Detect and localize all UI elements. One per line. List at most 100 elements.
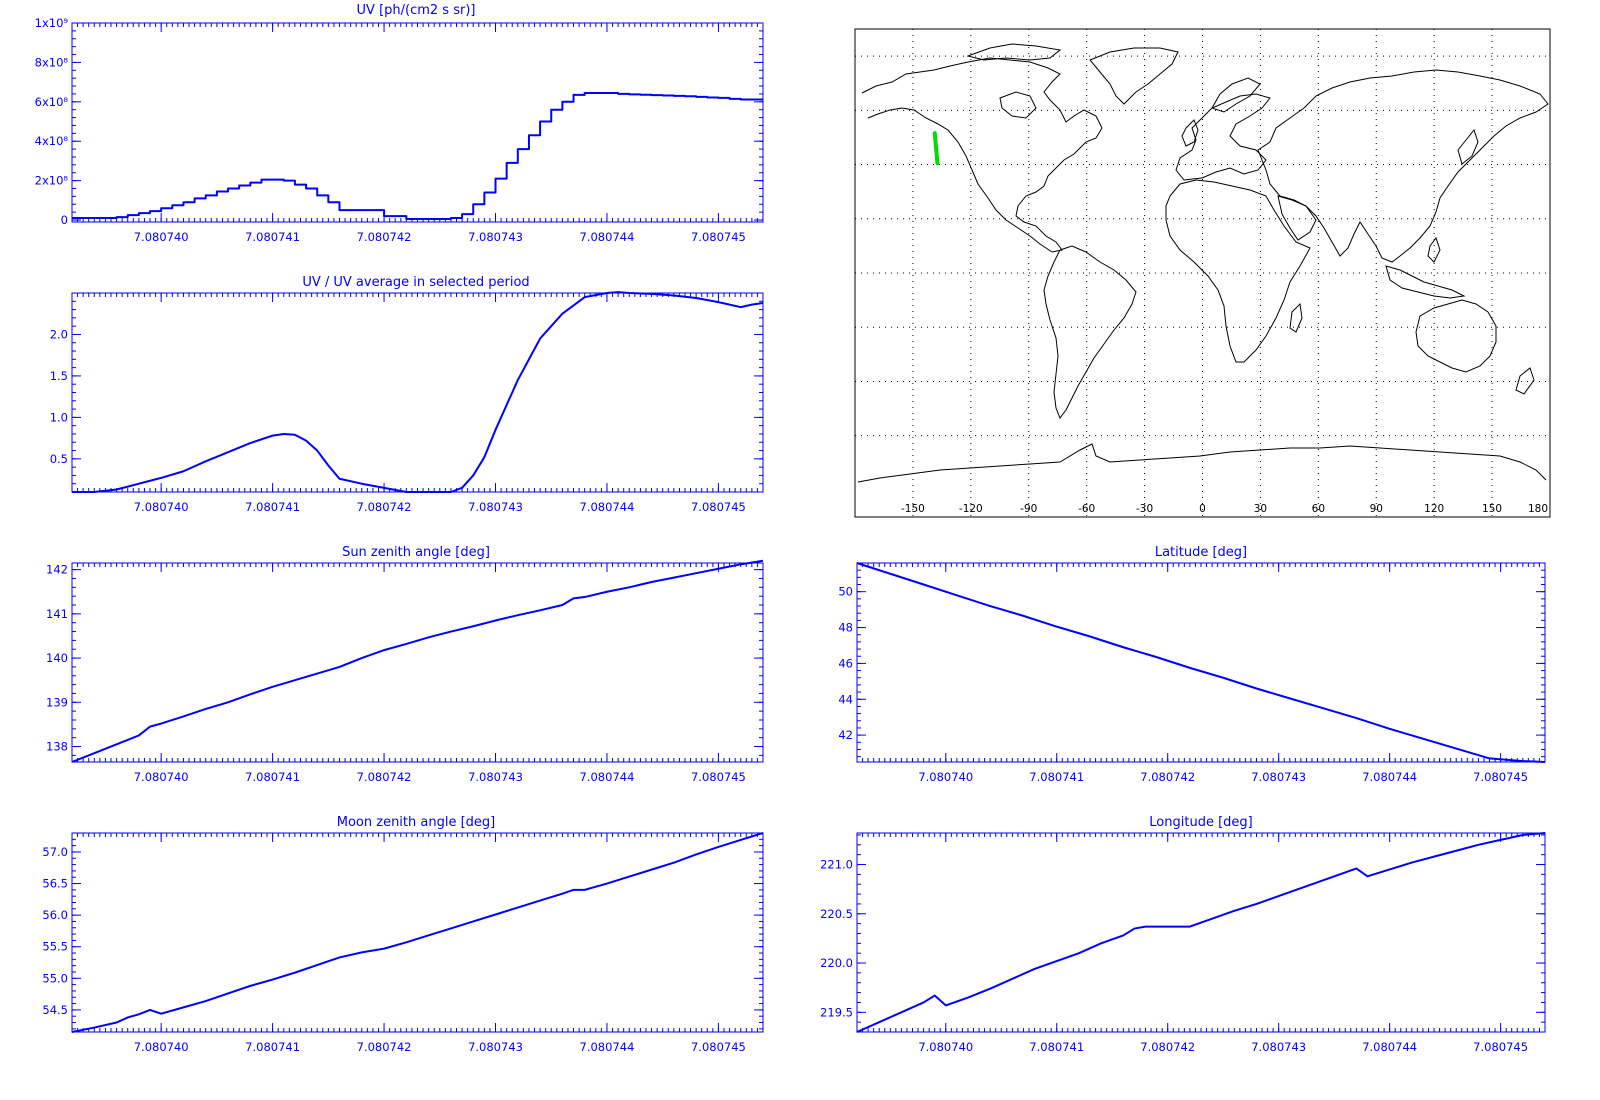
moon_zenith-x-tick-label: 7.080742	[357, 1040, 412, 1054]
uv_ratio-y-tick-label: 1.0	[50, 410, 68, 424]
map-lon-label: 60	[1312, 503, 1325, 515]
uv-y-tick-label: 6x10⁸	[35, 95, 69, 109]
coast-antarctica	[857, 443, 1547, 483]
uv_ratio-axes-box	[71, 292, 764, 493]
sun_zenith-axes-box	[71, 562, 764, 763]
map-lon-label: -90	[1020, 503, 1037, 515]
sun_zenith-x-tick-label: 7.080743	[468, 770, 523, 784]
longitude-x-tick-label: 7.080742	[1140, 1040, 1195, 1054]
latitude-y-tick-label: 50	[838, 585, 853, 599]
latitude-axes-box	[856, 562, 1546, 763]
sun_zenith-x-tick-label: 7.080745	[691, 770, 746, 784]
panel-uv-ratio: UV / UV average in selected period 7.080…	[50, 275, 764, 514]
sun_zenith-x-tick-label: 7.080741	[245, 770, 300, 784]
coast-africa	[1165, 179, 1311, 363]
coast-japan	[1457, 128, 1479, 165]
panel-uv-title: UV [ph/(cm2 s sr)]	[357, 3, 476, 18]
latitude-x-tick-label: 7.080743	[1251, 770, 1306, 784]
coast-arctic-islands	[966, 43, 1062, 61]
moon_zenith-y-tick-label: 55.0	[42, 971, 68, 985]
sun_zenith-y-tick-label: 140	[46, 651, 68, 665]
coast-scandinavia	[1211, 77, 1261, 113]
moon_zenith-y-tick-label: 55.5	[42, 940, 68, 954]
world-map: -150 -120 -90 -60 -30 0 30 60 90 120 150 180	[854, 28, 1551, 518]
uv_ratio-y-tick-label: 0.5	[50, 452, 68, 466]
map-lon-label: 0	[1199, 503, 1206, 515]
moon_zenith-series-line	[71, 832, 764, 1033]
uv-y-tick-label: 8x10⁸	[35, 55, 69, 69]
uv-ratio-plot-area: 7.080740 7.080741 7.080742 7.080743 7.080744…	[50, 291, 764, 514]
map-lon-label: -60	[1078, 503, 1095, 515]
moon_zenith-x-tick-label: 7.080744	[580, 1040, 635, 1054]
map-lon-label: 30	[1254, 503, 1267, 515]
sun_zenith-x-tick-label: 7.080740	[134, 770, 189, 784]
coast-europe	[1175, 93, 1271, 181]
moon_zenith-axes-box	[71, 832, 764, 1033]
panel-sun-zenith: Sun zenith angle [deg] 7.080740 7.080741 7…	[46, 545, 764, 784]
moon_zenith-x-tick-label: 7.080740	[134, 1040, 189, 1054]
map-lon-label: 90	[1370, 503, 1383, 515]
map-lon-label: 150	[1482, 503, 1502, 515]
moon-zenith-plot-area: 7.080740 7.080741 7.080742 7.080743 7.080744…	[42, 832, 764, 1054]
sun-zenith-plot-area: 7.080740 7.080741 7.080742 7.080743 7.080744…	[46, 559, 764, 784]
panel-longitude-title: Longitude [deg]	[1149, 815, 1252, 830]
coastlines	[857, 43, 1549, 483]
moon_zenith-x-tick-label: 7.080743	[468, 1040, 523, 1054]
uv-y-tick-label: 4x10⁸	[35, 134, 69, 148]
longitude-axes-box	[856, 832, 1546, 1033]
uv-y-tick-label: 2x10⁸	[35, 174, 69, 188]
latitude-x-tick-label: 7.080745	[1473, 770, 1528, 784]
latitude-y-tick-label: 44	[838, 692, 853, 706]
latitude-y-tick-label: 48	[838, 621, 853, 635]
panel-moon-zenith: Moon zenith angle [deg] 7.080740 7.080741…	[42, 815, 764, 1054]
panel-sun-zenith-title: Sun zenith angle [deg]	[342, 545, 490, 560]
moon_zenith-y-tick-label: 56.0	[42, 908, 68, 922]
map-lon-label: -120	[959, 503, 983, 515]
map-longitude-labels: -150 -120 -90 -60 -30 0 30 60 90 120 150 180	[901, 503, 1548, 515]
uv-x-tick-label: 7.080745	[691, 230, 746, 244]
longitude-y-tick-label: 220.0	[820, 956, 853, 970]
uv-x-tick-label: 7.080744	[580, 230, 635, 244]
uv-y-tick-label: 0	[61, 213, 68, 227]
coast-north-america	[861, 57, 1103, 253]
longitude-x-tick-label: 7.080745	[1473, 1040, 1528, 1054]
panel-moon-zenith-title: Moon zenith angle [deg]	[337, 815, 495, 830]
panel-latitude-title: Latitude [deg]	[1155, 545, 1247, 560]
uv_ratio-x-tick-label: 7.080744	[580, 500, 635, 514]
sun_zenith-x-tick-label: 7.080744	[580, 770, 635, 784]
longitude-series-line	[856, 832, 1546, 1033]
coast-south-america	[1043, 245, 1137, 420]
coast-asia	[1257, 69, 1549, 263]
uv_ratio-x-tick-label: 7.080745	[691, 500, 746, 514]
sun_zenith-x-tick-label: 7.080742	[357, 770, 412, 784]
uv_ratio-x-tick-label: 7.080740	[134, 500, 189, 514]
latitude-series-line	[856, 562, 1546, 763]
map-lon-label: -30	[1136, 503, 1153, 515]
latitude-y-tick-label: 46	[838, 656, 853, 670]
uv_ratio-y-tick-label: 1.5	[50, 369, 68, 383]
moon_zenith-x-tick-label: 7.080741	[245, 1040, 300, 1054]
longitude-y-tick-label: 220.5	[820, 907, 853, 921]
moon_zenith-y-tick-label: 56.5	[42, 877, 68, 891]
coast-madagascar	[1289, 302, 1303, 333]
sun_zenith-y-tick-label: 141	[46, 607, 68, 621]
panel-longitude: Longitude [deg] 7.080740 7.080741 7.080742…	[820, 815, 1546, 1054]
longitude-x-tick-label: 7.080743	[1251, 1040, 1306, 1054]
sun_zenith-y-tick-label: 138	[46, 740, 68, 754]
latitude-x-tick-label: 7.080740	[918, 770, 973, 784]
latitude-x-tick-label: 7.080741	[1029, 770, 1084, 784]
panel-latitude: Latitude [deg] 7.080740 7.080741 7.080742 7…	[838, 545, 1546, 784]
uv-axes-box	[71, 22, 764, 223]
coast-new-zealand	[1515, 367, 1535, 395]
longitude-x-tick-label: 7.080741	[1029, 1040, 1084, 1054]
coast-philippines	[1427, 236, 1441, 263]
longitude-plot-area: 7.080740 7.080741 7.080742 7.080743 7.080744…	[820, 832, 1546, 1054]
uv_ratio-y-tick-label: 2.0	[50, 327, 68, 341]
map-frame	[854, 28, 1551, 518]
satellite-track	[932, 131, 940, 166]
panel-uv: UV [ph/(cm2 s sr)] 7.080740 7.080741 7.080…	[35, 3, 764, 244]
uv-x-tick-label: 7.080741	[245, 230, 300, 244]
panel-uv-ratio-title: UV / UV average in selected period	[302, 275, 529, 290]
coast-greenland	[1089, 47, 1179, 105]
